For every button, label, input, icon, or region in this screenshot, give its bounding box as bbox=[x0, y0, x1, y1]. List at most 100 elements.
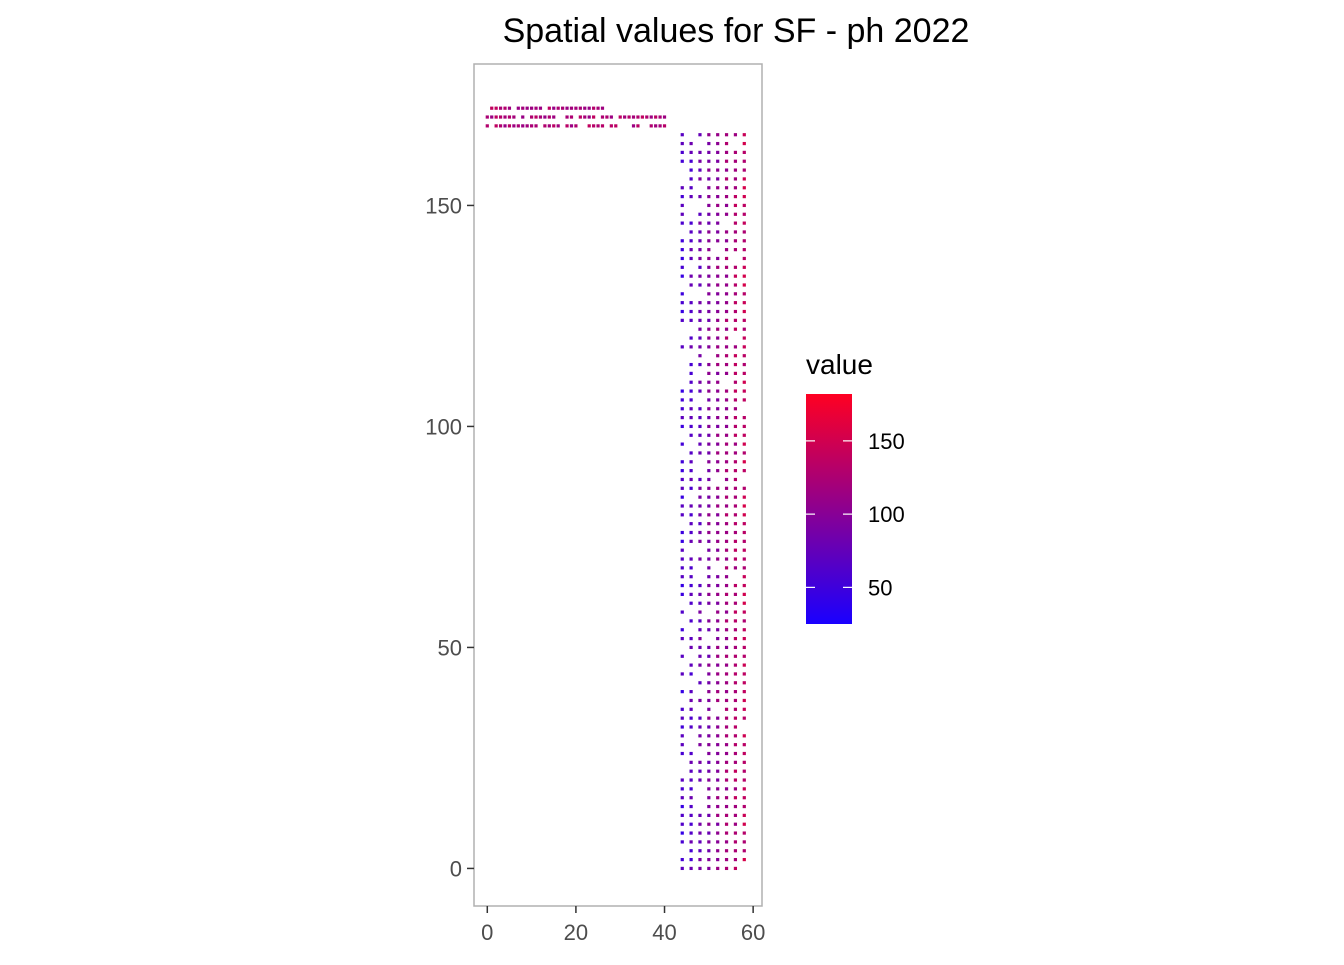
data-point bbox=[503, 106, 507, 110]
data-point bbox=[689, 150, 693, 154]
data-point bbox=[538, 106, 543, 110]
data-point bbox=[689, 672, 693, 676]
data-point bbox=[698, 645, 702, 650]
data-point bbox=[494, 115, 498, 119]
data-point bbox=[724, 513, 729, 517]
data-point bbox=[733, 309, 738, 314]
data-point bbox=[707, 690, 711, 694]
data-point bbox=[698, 725, 702, 729]
data-point bbox=[742, 265, 746, 269]
data-point bbox=[733, 628, 738, 632]
y-tick-label: 50 bbox=[438, 635, 462, 660]
data-point bbox=[716, 636, 720, 641]
data-point bbox=[724, 424, 729, 429]
data-point bbox=[733, 292, 738, 296]
data-point bbox=[724, 265, 729, 269]
data-point bbox=[724, 592, 729, 596]
data-point bbox=[689, 168, 693, 172]
data-point bbox=[733, 681, 738, 685]
data-point bbox=[716, 460, 720, 464]
chart-title: Spatial values for SF - ph 2022 bbox=[503, 12, 970, 50]
data-point bbox=[733, 610, 738, 614]
data-point bbox=[716, 725, 720, 729]
data-point bbox=[724, 336, 729, 340]
data-point bbox=[707, 469, 711, 473]
data-point bbox=[716, 301, 720, 305]
data-point bbox=[689, 416, 693, 420]
data-point bbox=[689, 283, 693, 287]
data-point bbox=[724, 433, 729, 437]
data-point bbox=[689, 141, 693, 146]
data-point bbox=[716, 619, 720, 623]
data-point bbox=[716, 318, 720, 322]
data-point bbox=[716, 804, 720, 809]
data-point bbox=[742, 433, 746, 437]
data-point bbox=[716, 230, 720, 234]
data-point bbox=[742, 345, 746, 349]
data-point bbox=[534, 106, 538, 110]
data-point bbox=[698, 539, 702, 543]
data-point bbox=[724, 716, 729, 720]
data-point bbox=[707, 566, 711, 570]
data-point bbox=[680, 654, 684, 658]
data-point bbox=[707, 654, 711, 658]
data-point bbox=[698, 743, 702, 747]
data-point bbox=[680, 133, 684, 137]
data-point bbox=[698, 619, 702, 623]
data-point bbox=[689, 186, 693, 190]
data-point bbox=[707, 486, 711, 490]
data-point bbox=[733, 743, 738, 747]
data-point bbox=[742, 469, 746, 473]
data-point bbox=[716, 362, 720, 367]
data-point bbox=[707, 628, 711, 632]
data-point bbox=[698, 557, 702, 561]
data-point bbox=[698, 522, 702, 526]
data-point bbox=[742, 539, 746, 543]
data-point bbox=[707, 239, 711, 243]
data-point bbox=[689, 751, 693, 756]
data-point bbox=[583, 106, 587, 110]
data-point bbox=[698, 504, 702, 508]
data-point bbox=[724, 672, 729, 676]
data-point bbox=[733, 416, 738, 420]
data-point bbox=[680, 513, 684, 517]
data-point bbox=[724, 133, 729, 137]
data-point bbox=[707, 416, 711, 420]
data-point bbox=[649, 124, 653, 128]
data-point bbox=[716, 221, 720, 225]
data-point bbox=[742, 760, 746, 764]
data-point bbox=[707, 601, 711, 605]
data-point bbox=[689, 389, 693, 393]
data-point bbox=[689, 274, 693, 278]
data-point bbox=[707, 274, 711, 278]
data-point bbox=[605, 115, 609, 119]
data-point bbox=[707, 477, 711, 482]
data-point bbox=[680, 460, 684, 464]
data-point bbox=[689, 424, 693, 429]
data-point bbox=[645, 115, 649, 119]
data-point bbox=[742, 566, 746, 570]
data-point bbox=[565, 115, 569, 119]
data-point bbox=[724, 760, 729, 764]
data-point bbox=[724, 751, 729, 756]
data-point bbox=[689, 557, 693, 561]
legend-title: value bbox=[806, 349, 873, 380]
data-point bbox=[724, 442, 729, 446]
data-point bbox=[707, 804, 711, 809]
data-point bbox=[733, 557, 738, 561]
plot-panel bbox=[473, 63, 763, 907]
data-point bbox=[733, 469, 738, 473]
data-point bbox=[680, 265, 684, 269]
data-point bbox=[707, 168, 711, 172]
data-point bbox=[707, 433, 711, 437]
data-point bbox=[716, 698, 720, 703]
data-point bbox=[742, 743, 746, 747]
legend-colorbar bbox=[806, 394, 852, 624]
data-point bbox=[733, 239, 738, 243]
data-point bbox=[556, 124, 560, 128]
data-point bbox=[680, 796, 684, 800]
data-point bbox=[724, 548, 729, 552]
data-point bbox=[707, 866, 711, 871]
data-point bbox=[689, 177, 693, 181]
data-point bbox=[525, 124, 529, 128]
